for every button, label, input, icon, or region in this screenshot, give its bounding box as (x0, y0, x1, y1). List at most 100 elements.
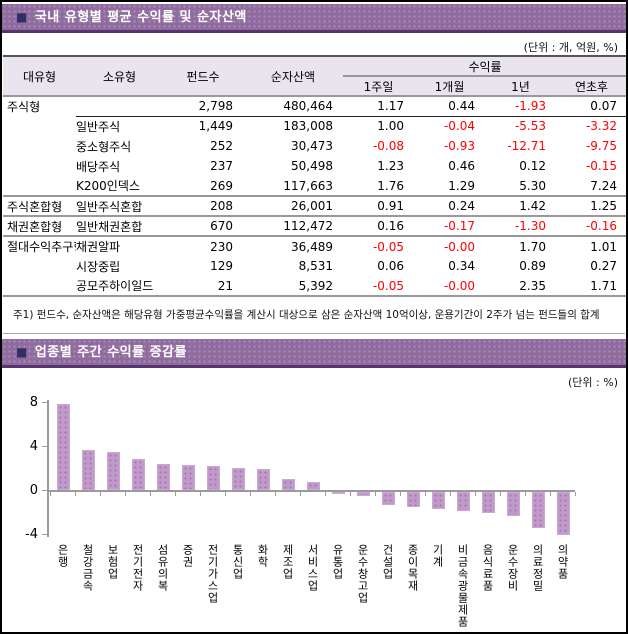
bar-의료정밀 (531, 492, 545, 529)
cell-subcategory: 배당주식 (76, 159, 121, 174)
table-row: 중소형주식 252 30,473 -0.08 -0.93 -12.71 -9.75 (3, 136, 626, 156)
header-subcategory: 소유형 (76, 56, 163, 96)
cell-return-1year: 2.35 (485, 276, 556, 297)
header-returns-group: 수익률 (343, 56, 626, 77)
cell-fund-count: 230 (210, 239, 233, 254)
y-tick-label: -4 (25, 527, 38, 542)
cell-subcategory: 시장중립 (76, 259, 121, 274)
table-row: 절대수익추구형채권알파 230 36,489 -0.05 -0.00 1.70 1.01 (3, 236, 626, 256)
cell-net-assets: 8,531 (298, 259, 333, 273)
cell-return-1week: -0.08 (372, 139, 404, 153)
x-category-label: 보험업 (106, 544, 119, 580)
cell-fund-count: 21 (163, 276, 243, 297)
cell-return-1month: 0.46 (448, 159, 475, 173)
x-tick-mark (450, 492, 451, 496)
cell-return-1week: 1.76 (343, 176, 414, 197)
table-row: 일반주식 1,449 183,008 1.00 -0.04 -5.53 -3.32 (3, 116, 626, 136)
cell-return-1year: -1.30 (485, 216, 556, 237)
header-return-1month: 1개월 (414, 76, 485, 96)
x-category-label: 운수창고업 (356, 544, 369, 604)
cell-category: 주식혼합형 (3, 196, 76, 217)
cell-net-assets: 117,663 (243, 176, 343, 197)
bar-기계 (431, 492, 445, 509)
x-category-label: 종이목재 (406, 544, 419, 592)
section-funds-banner: ■ 국내 유형별 평균 수익률 및 순자산액 (2, 4, 626, 33)
cell-fund-count: 129 (210, 259, 233, 273)
cell-return-1week: 1.17 (343, 96, 414, 117)
cell-return-ytd: -0.15 (585, 159, 617, 173)
fund-returns-table: 대유형 소유형 펀드수 순자산액 수익률 1주일 1개월 1년 연초후 주식형 2… (3, 55, 626, 297)
cell-category: 채권혼합형 (3, 216, 76, 237)
x-tick-mark (475, 492, 476, 496)
x-axis-line (47, 490, 575, 492)
cell-net-assets: 26,001 (243, 196, 343, 217)
cell-return-1week: 0.91 (343, 196, 414, 217)
x-category-label: 철강금속 (81, 544, 94, 592)
cell-subcategory: 공모주하이일드 (76, 276, 163, 297)
x-tick-mark (125, 492, 126, 496)
section-industry-title: 업종별 주간 수익률 증감률 (34, 345, 187, 360)
cell-net-assets: 5,392 (243, 276, 343, 297)
cell-return-1month: -0.04 (443, 119, 475, 134)
bar-증권 (181, 464, 195, 490)
header-return-1year: 1년 (485, 76, 556, 96)
x-tick-mark (200, 492, 201, 496)
cell-return-1month: -0.17 (414, 216, 485, 237)
cell-return-ytd: 0.27 (590, 259, 617, 273)
table-body: 주식형 2,798 480,464 1.17 0.44 -1.93 0.07 일반주식 1,44… (3, 96, 626, 297)
x-category-label: 운수장비 (506, 544, 519, 592)
x-tick-mark (375, 492, 376, 496)
cell-category (3, 116, 76, 136)
industry-unit-note: (단위 : %) (568, 376, 618, 389)
y-tick-label: 0 (29, 483, 38, 498)
x-category-label: 섬유의복 (156, 544, 169, 592)
cell-category (3, 176, 76, 197)
x-category-label: 비금속광물제품 (456, 544, 469, 628)
x-category-label: 증권 (181, 544, 194, 568)
cell-return-1month: -0.93 (443, 139, 475, 153)
bar-은행 (56, 404, 70, 490)
x-tick-mark (175, 492, 176, 496)
cell-net-assets: 183,008 (283, 119, 333, 134)
cell-return-1week: -0.05 (343, 276, 414, 297)
x-category-label: 화학 (256, 544, 269, 568)
x-tick-mark (150, 492, 151, 496)
x-category-label: 전기가스업 (206, 544, 219, 604)
header-net-assets: 순자산액 (243, 56, 343, 96)
cell-category: 절대수익추구형 (7, 240, 76, 254)
cell-category (3, 276, 76, 297)
cell-return-1week: 0.06 (377, 259, 404, 273)
cell-fund-count: 269 (163, 176, 243, 197)
bar-화학 (256, 469, 270, 490)
y-tick-mark (42, 446, 47, 447)
funds-unit-note: (단위 : 개, 억원, %) (523, 41, 618, 54)
bar-유통업 (331, 492, 345, 494)
cell-return-ytd: -0.16 (556, 216, 626, 237)
cell-category (3, 136, 76, 156)
bar-운수창고업 (356, 492, 370, 497)
y-tick-mark (42, 402, 47, 403)
table-row: 주식혼합형 일반주식혼합 208 26,001 0.91 0.24 1.42 1.25 (3, 196, 626, 217)
x-category-label: 전기전자 (131, 544, 144, 592)
x-tick-mark (275, 492, 276, 496)
cell-subcategory: 채권알파 (76, 240, 121, 254)
cell-return-1year: -12.71 (507, 139, 546, 153)
section-industry-banner: ■ 업종별 주간 수익률 증감률 (2, 339, 626, 368)
y-tick-label: 4 (29, 439, 38, 454)
table-row: 배당주식 237 50,498 1.23 0.46 0.12 -0.15 (3, 156, 626, 176)
bar-통신업 (231, 468, 245, 490)
cell-category (3, 256, 76, 276)
cell-fund-count: 237 (210, 159, 233, 173)
x-category-label: 의약품 (556, 544, 569, 580)
cell-return-ytd: 0.07 (556, 96, 626, 117)
x-tick-mark (300, 492, 301, 496)
bar-제조업 (281, 479, 295, 490)
cell-return-ytd: 7.24 (556, 176, 626, 197)
y-tick-mark (42, 534, 47, 535)
bar-건설업 (381, 492, 395, 506)
x-tick-mark (75, 492, 76, 496)
bar-섬유의복 (156, 463, 170, 490)
x-tick-mark (525, 492, 526, 496)
x-tick-mark (225, 492, 226, 496)
